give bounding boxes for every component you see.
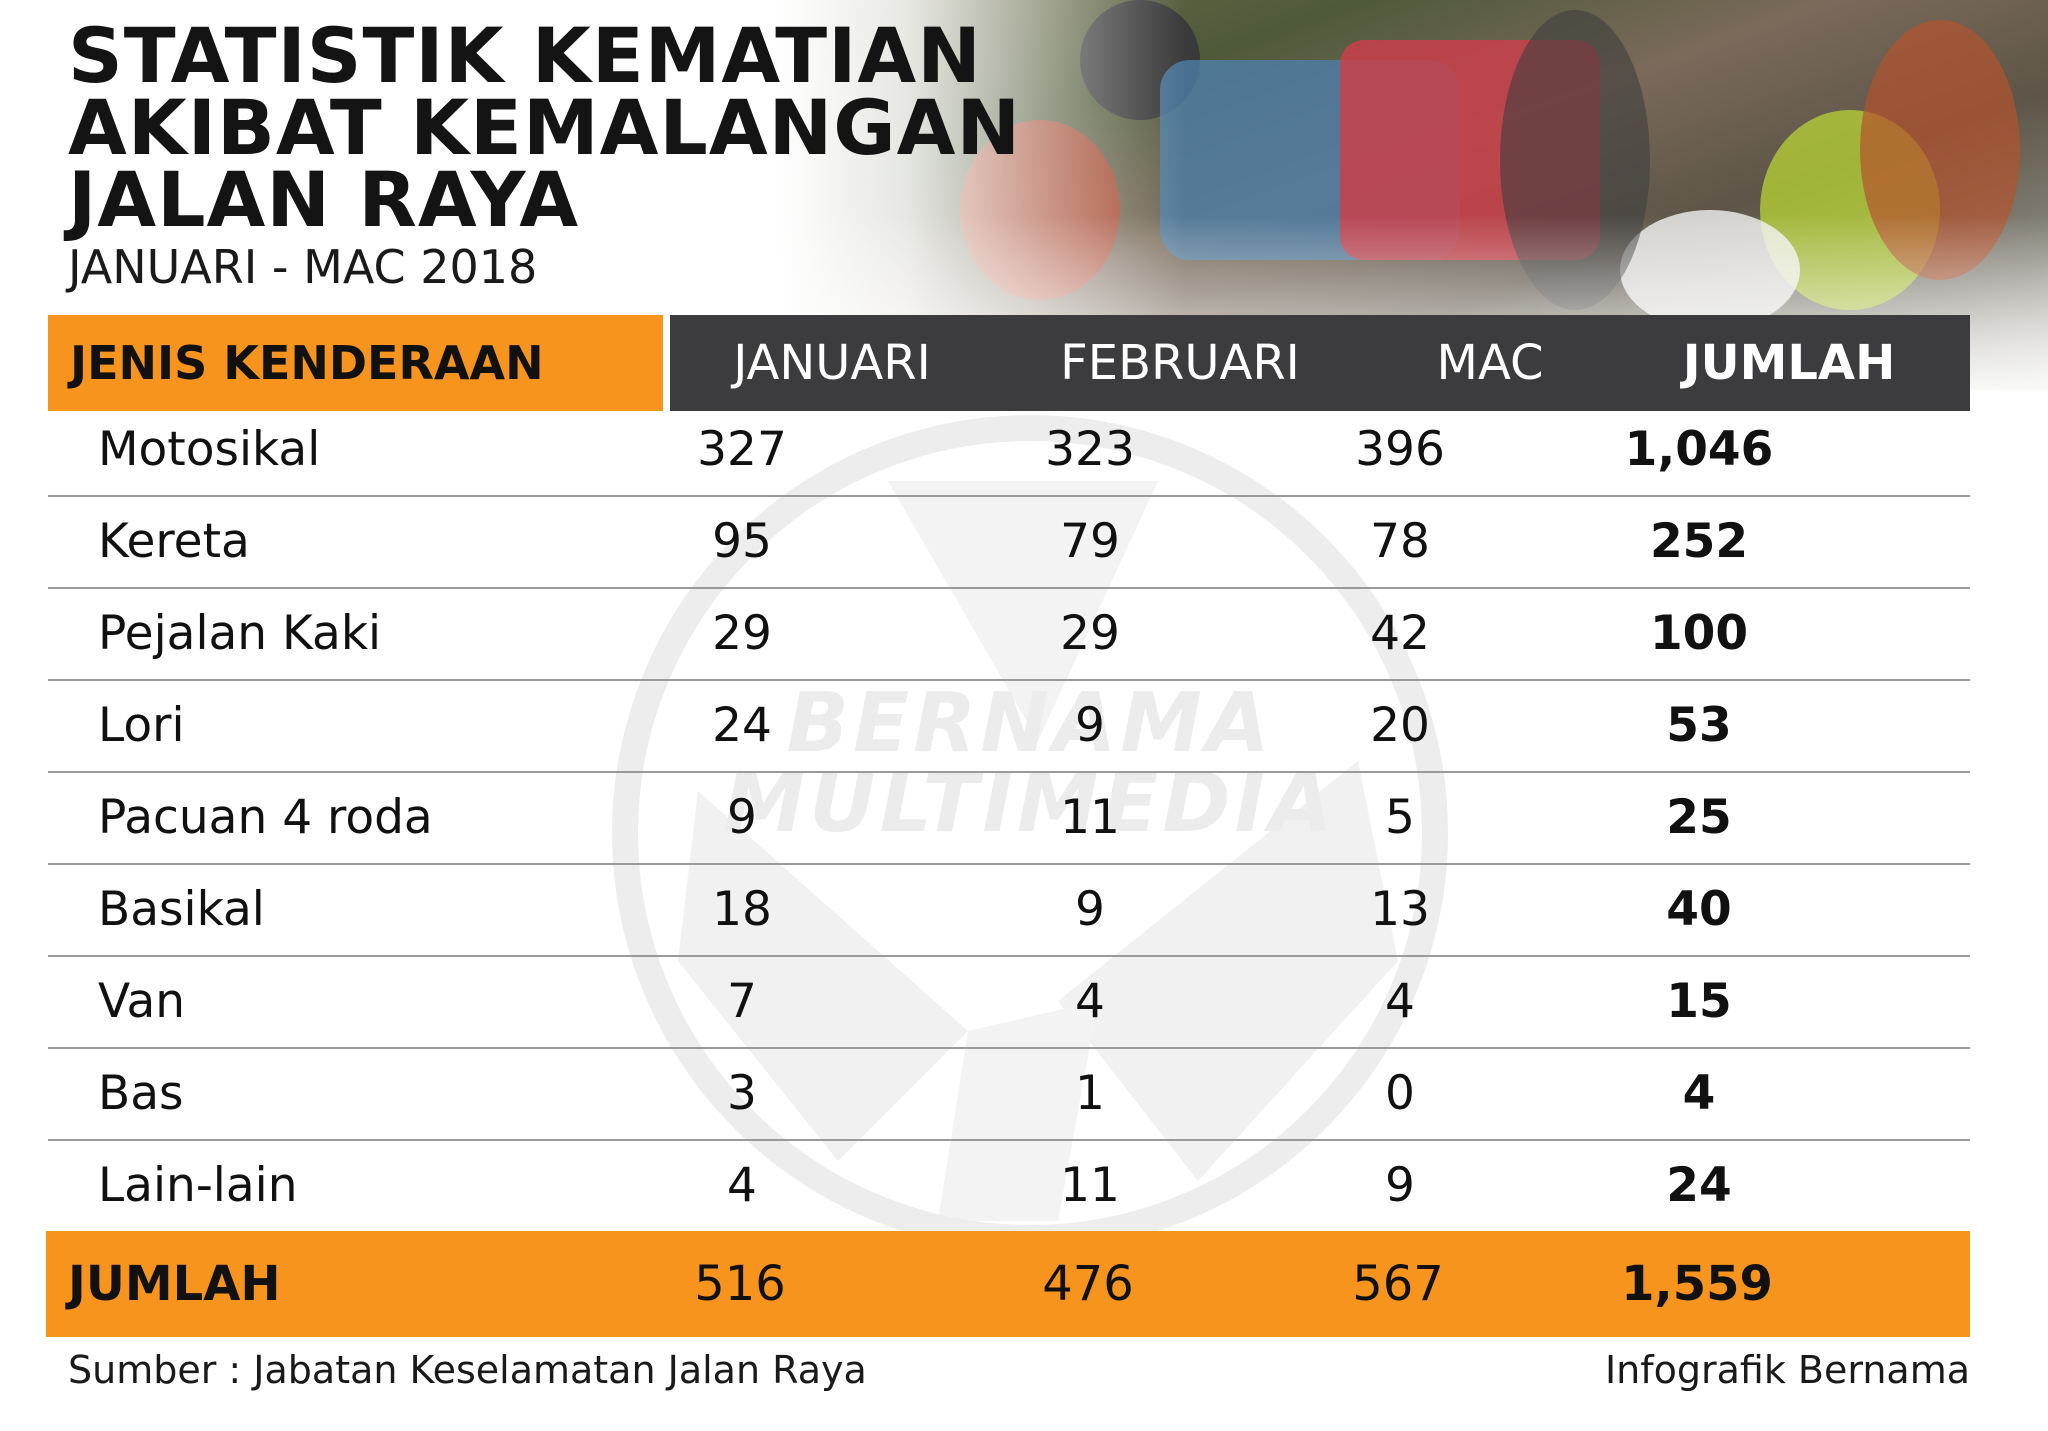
cell-januari: 4 — [727, 1158, 757, 1213]
cell-februari: 29 — [1060, 606, 1120, 661]
table-row: Van 7 4 4 15 — [48, 957, 1970, 1049]
cell-jumlah: 24 — [1666, 1158, 1732, 1213]
row-label: Pejalan Kaki — [98, 606, 382, 661]
cell-februari: 11 — [1060, 790, 1120, 845]
column-header-jumlah: JUMLAH — [1682, 335, 1896, 391]
cell-januari: 95 — [712, 514, 772, 569]
column-header-mac: MAC — [1436, 335, 1544, 391]
column-header-vehicle-type: JENIS KENDERAAN — [48, 315, 663, 411]
page-subtitle: JANUARI - MAC 2018 — [68, 240, 538, 294]
total-row: JUMLAH 516 476 567 1,559 — [46, 1231, 1970, 1337]
row-label: Lori — [98, 698, 185, 753]
watermark-text-1: BERNAMA — [786, 676, 1274, 771]
credit-note: Infografik Bernama — [1604, 1348, 1970, 1392]
cell-februari: 11 — [1060, 1158, 1120, 1213]
cell-jumlah: 4 — [1682, 1066, 1716, 1121]
row-label: Bas — [98, 1066, 184, 1121]
page-title: STATISTIK KEMATIAN AKIBAT KEMALANGAN JAL… — [68, 11, 1022, 244]
cell-jumlah: 53 — [1666, 698, 1732, 753]
title-line-2: AKIBAT KEMALANGAN — [68, 83, 1022, 172]
row-label: Kereta — [98, 514, 250, 569]
table-row: Kereta 95 79 78 252 — [48, 497, 1970, 589]
title-line-1: STATISTIK KEMATIAN — [68, 11, 982, 100]
cell-februari: 9 — [1075, 882, 1105, 937]
cell-februari: 323 — [1045, 422, 1135, 477]
row-label: Van — [98, 974, 186, 1029]
table-row: Pacuan 4 roda 9 11 5 25 — [48, 773, 1970, 865]
cell-mac: 42 — [1370, 606, 1430, 661]
cell-februari: 79 — [1060, 514, 1120, 569]
source-note: Sumber : Jabatan Keselamatan Jalan Raya — [68, 1348, 867, 1392]
cell-mac: 9 — [1385, 1158, 1415, 1213]
table-row: Lori 24 9 20 53 — [48, 681, 1970, 773]
column-header-januari: JANUARI — [733, 335, 931, 391]
total-januari: 516 — [694, 1256, 786, 1312]
cell-januari: 7 — [727, 974, 757, 1029]
cell-jumlah: 252 — [1649, 514, 1749, 569]
row-label: Lain-lain — [98, 1158, 298, 1213]
cell-mac: 5 — [1385, 790, 1415, 845]
cell-februari: 4 — [1075, 974, 1105, 1029]
column-header-bar: JANUARI FEBRUARI MAC JUMLAH — [670, 315, 1970, 411]
cell-jumlah: 1,046 — [1624, 422, 1774, 477]
cell-januari: 24 — [712, 698, 772, 753]
cell-januari: 327 — [697, 422, 787, 477]
row-label: Motosikal — [98, 422, 321, 477]
cell-januari: 18 — [712, 882, 772, 937]
cell-jumlah: 100 — [1649, 606, 1749, 661]
table-row: Pejalan Kaki 29 29 42 100 — [48, 589, 1970, 681]
total-jumlah: 1,559 — [1621, 1256, 1773, 1312]
table-row: Motosikal 327 323 396 1,046 — [48, 405, 1970, 497]
cell-mac: 396 — [1355, 422, 1445, 477]
total-label: JUMLAH — [68, 1256, 281, 1312]
row-label: Pacuan 4 roda — [98, 790, 433, 845]
row-label: Basikal — [98, 882, 265, 937]
cell-jumlah: 25 — [1666, 790, 1732, 845]
cell-jumlah: 15 — [1666, 974, 1732, 1029]
cell-mac: 0 — [1385, 1066, 1415, 1121]
cell-jumlah: 40 — [1666, 882, 1732, 937]
column-header-februari: FEBRUARI — [1060, 335, 1300, 391]
cell-februari: 9 — [1075, 698, 1105, 753]
cell-mac: 13 — [1370, 882, 1430, 937]
cell-mac: 20 — [1370, 698, 1430, 753]
table-row: Bas 3 1 0 4 — [48, 1049, 1970, 1141]
total-mac: 567 — [1352, 1256, 1444, 1312]
cell-januari: 29 — [712, 606, 772, 661]
cell-mac: 4 — [1385, 974, 1415, 1029]
total-februari: 476 — [1042, 1256, 1134, 1312]
watermark-logo-icon — [678, 481, 1398, 1221]
cell-januari: 9 — [727, 790, 757, 845]
table-row: Lain-lain 4 11 9 24 — [48, 1141, 1970, 1233]
cell-mac: 78 — [1370, 514, 1430, 569]
title-line-3: JALAN RAYA — [68, 155, 580, 244]
table-row: Basikal 18 9 13 40 — [48, 865, 1970, 957]
cell-februari: 1 — [1075, 1066, 1105, 1121]
cell-januari: 3 — [727, 1066, 757, 1121]
